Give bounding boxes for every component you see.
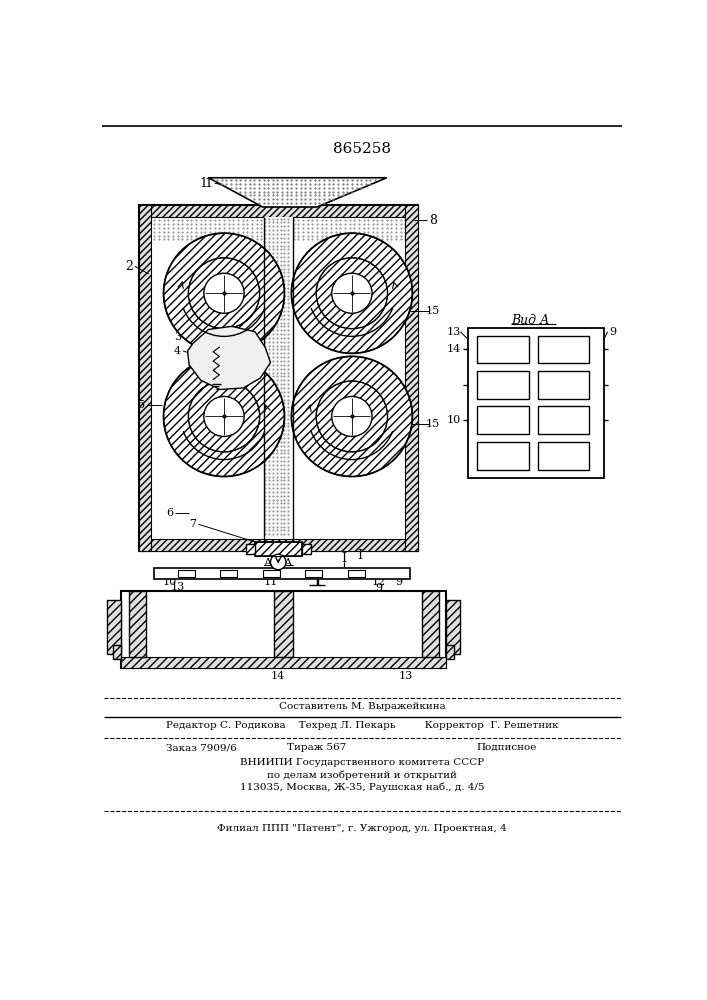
Text: 9: 9 (609, 327, 617, 337)
Text: Тираж 567: Тираж 567 (287, 743, 346, 752)
Bar (263, 570, 280, 577)
Text: 10: 10 (447, 415, 461, 425)
Bar (305, 570, 322, 577)
Text: Ι: Ι (314, 576, 320, 588)
Circle shape (271, 554, 286, 570)
Text: 11: 11 (264, 577, 278, 587)
Bar (154, 568, 410, 579)
Bar (139, 205, 418, 551)
Bar (264, 217, 293, 539)
Bar (139, 205, 151, 551)
Bar (246, 544, 255, 554)
Text: Редактор С. Родикова    Техред Л. Пекарь         Корректор  Г. Решетник: Редактор С. Родикова Техред Л. Пекарь Ко… (165, 721, 559, 730)
Text: ВНИИПИ Государственного комитета СССР: ВНИИПИ Государственного комитета СССР (240, 758, 484, 767)
Text: 113035, Москва, Ж-35, Раушская наб., д. 4/5: 113035, Москва, Ж-35, Раушская наб., д. … (240, 783, 484, 792)
Circle shape (316, 381, 387, 452)
Bar (538, 406, 589, 434)
Text: 13: 13 (399, 671, 414, 681)
Text: 9: 9 (395, 577, 402, 587)
Bar (477, 371, 529, 399)
Bar (274, 591, 293, 657)
Text: 4: 4 (174, 346, 181, 356)
Bar (121, 591, 446, 668)
Text: 15: 15 (426, 419, 440, 429)
Text: 7: 7 (189, 519, 197, 529)
Bar (107, 600, 121, 654)
Circle shape (291, 356, 412, 477)
Circle shape (204, 396, 244, 436)
Text: 865258: 865258 (333, 142, 391, 156)
Bar (421, 591, 438, 657)
Bar (477, 336, 529, 363)
Bar (477, 406, 529, 434)
Text: I: I (357, 549, 362, 562)
Text: 14: 14 (271, 671, 286, 681)
Text: Филиал ППП "Патент", г. Ужгород, ул. Проектная, 4: Филиал ППП "Патент", г. Ужгород, ул. Про… (217, 824, 507, 833)
Bar (246, 544, 255, 554)
Circle shape (204, 396, 244, 436)
Bar (139, 205, 418, 217)
Circle shape (291, 233, 412, 353)
Bar (468, 328, 604, 478)
Bar (538, 336, 589, 363)
Circle shape (204, 273, 244, 313)
Text: 1: 1 (204, 177, 213, 190)
Bar (177, 570, 194, 577)
Text: Подписное: Подписное (477, 743, 537, 752)
Bar (446, 645, 454, 659)
Text: 12: 12 (372, 577, 386, 587)
Circle shape (316, 258, 387, 329)
Circle shape (163, 233, 284, 353)
Polygon shape (187, 326, 271, 389)
Circle shape (332, 273, 372, 313)
Text: Составитель М. Выражейкина: Составитель М. Выражейкина (279, 702, 445, 711)
Text: А: А (284, 558, 293, 568)
Text: 8: 8 (429, 214, 437, 227)
Bar (121, 657, 446, 668)
Circle shape (332, 396, 372, 436)
Bar (301, 544, 311, 554)
Circle shape (188, 258, 259, 329)
Polygon shape (209, 178, 387, 207)
Text: 10: 10 (163, 577, 177, 587)
Bar (538, 371, 589, 399)
Bar (301, 544, 311, 554)
Text: 5: 5 (138, 400, 145, 410)
Text: 3: 3 (174, 332, 181, 342)
Text: 1: 1 (199, 177, 207, 190)
Circle shape (188, 381, 259, 452)
Bar (348, 570, 365, 577)
Bar (129, 591, 146, 657)
Text: 15: 15 (426, 306, 440, 316)
Bar (139, 539, 418, 551)
Bar (477, 442, 529, 470)
Text: А: А (264, 558, 272, 568)
Text: 2: 2 (124, 260, 133, 273)
Text: Вид А: Вид А (511, 314, 549, 327)
Bar (255, 542, 301, 556)
Text: 6: 6 (166, 508, 173, 518)
Circle shape (332, 396, 372, 436)
Text: по делам изобретений и открытий: по делам изобретений и открытий (267, 771, 457, 780)
Circle shape (163, 356, 284, 477)
Bar (220, 570, 237, 577)
Circle shape (332, 273, 372, 313)
Bar (446, 600, 460, 654)
Text: 9: 9 (375, 583, 382, 593)
Text: I: I (341, 552, 346, 565)
Bar (405, 205, 418, 551)
Text: Заказ 7909/6: Заказ 7909/6 (166, 743, 237, 752)
Text: 13: 13 (170, 582, 185, 592)
Circle shape (204, 273, 244, 313)
Bar (255, 542, 301, 556)
Text: 13: 13 (447, 327, 461, 337)
Bar (538, 442, 589, 470)
Bar (113, 645, 121, 659)
Text: 14: 14 (447, 344, 461, 354)
